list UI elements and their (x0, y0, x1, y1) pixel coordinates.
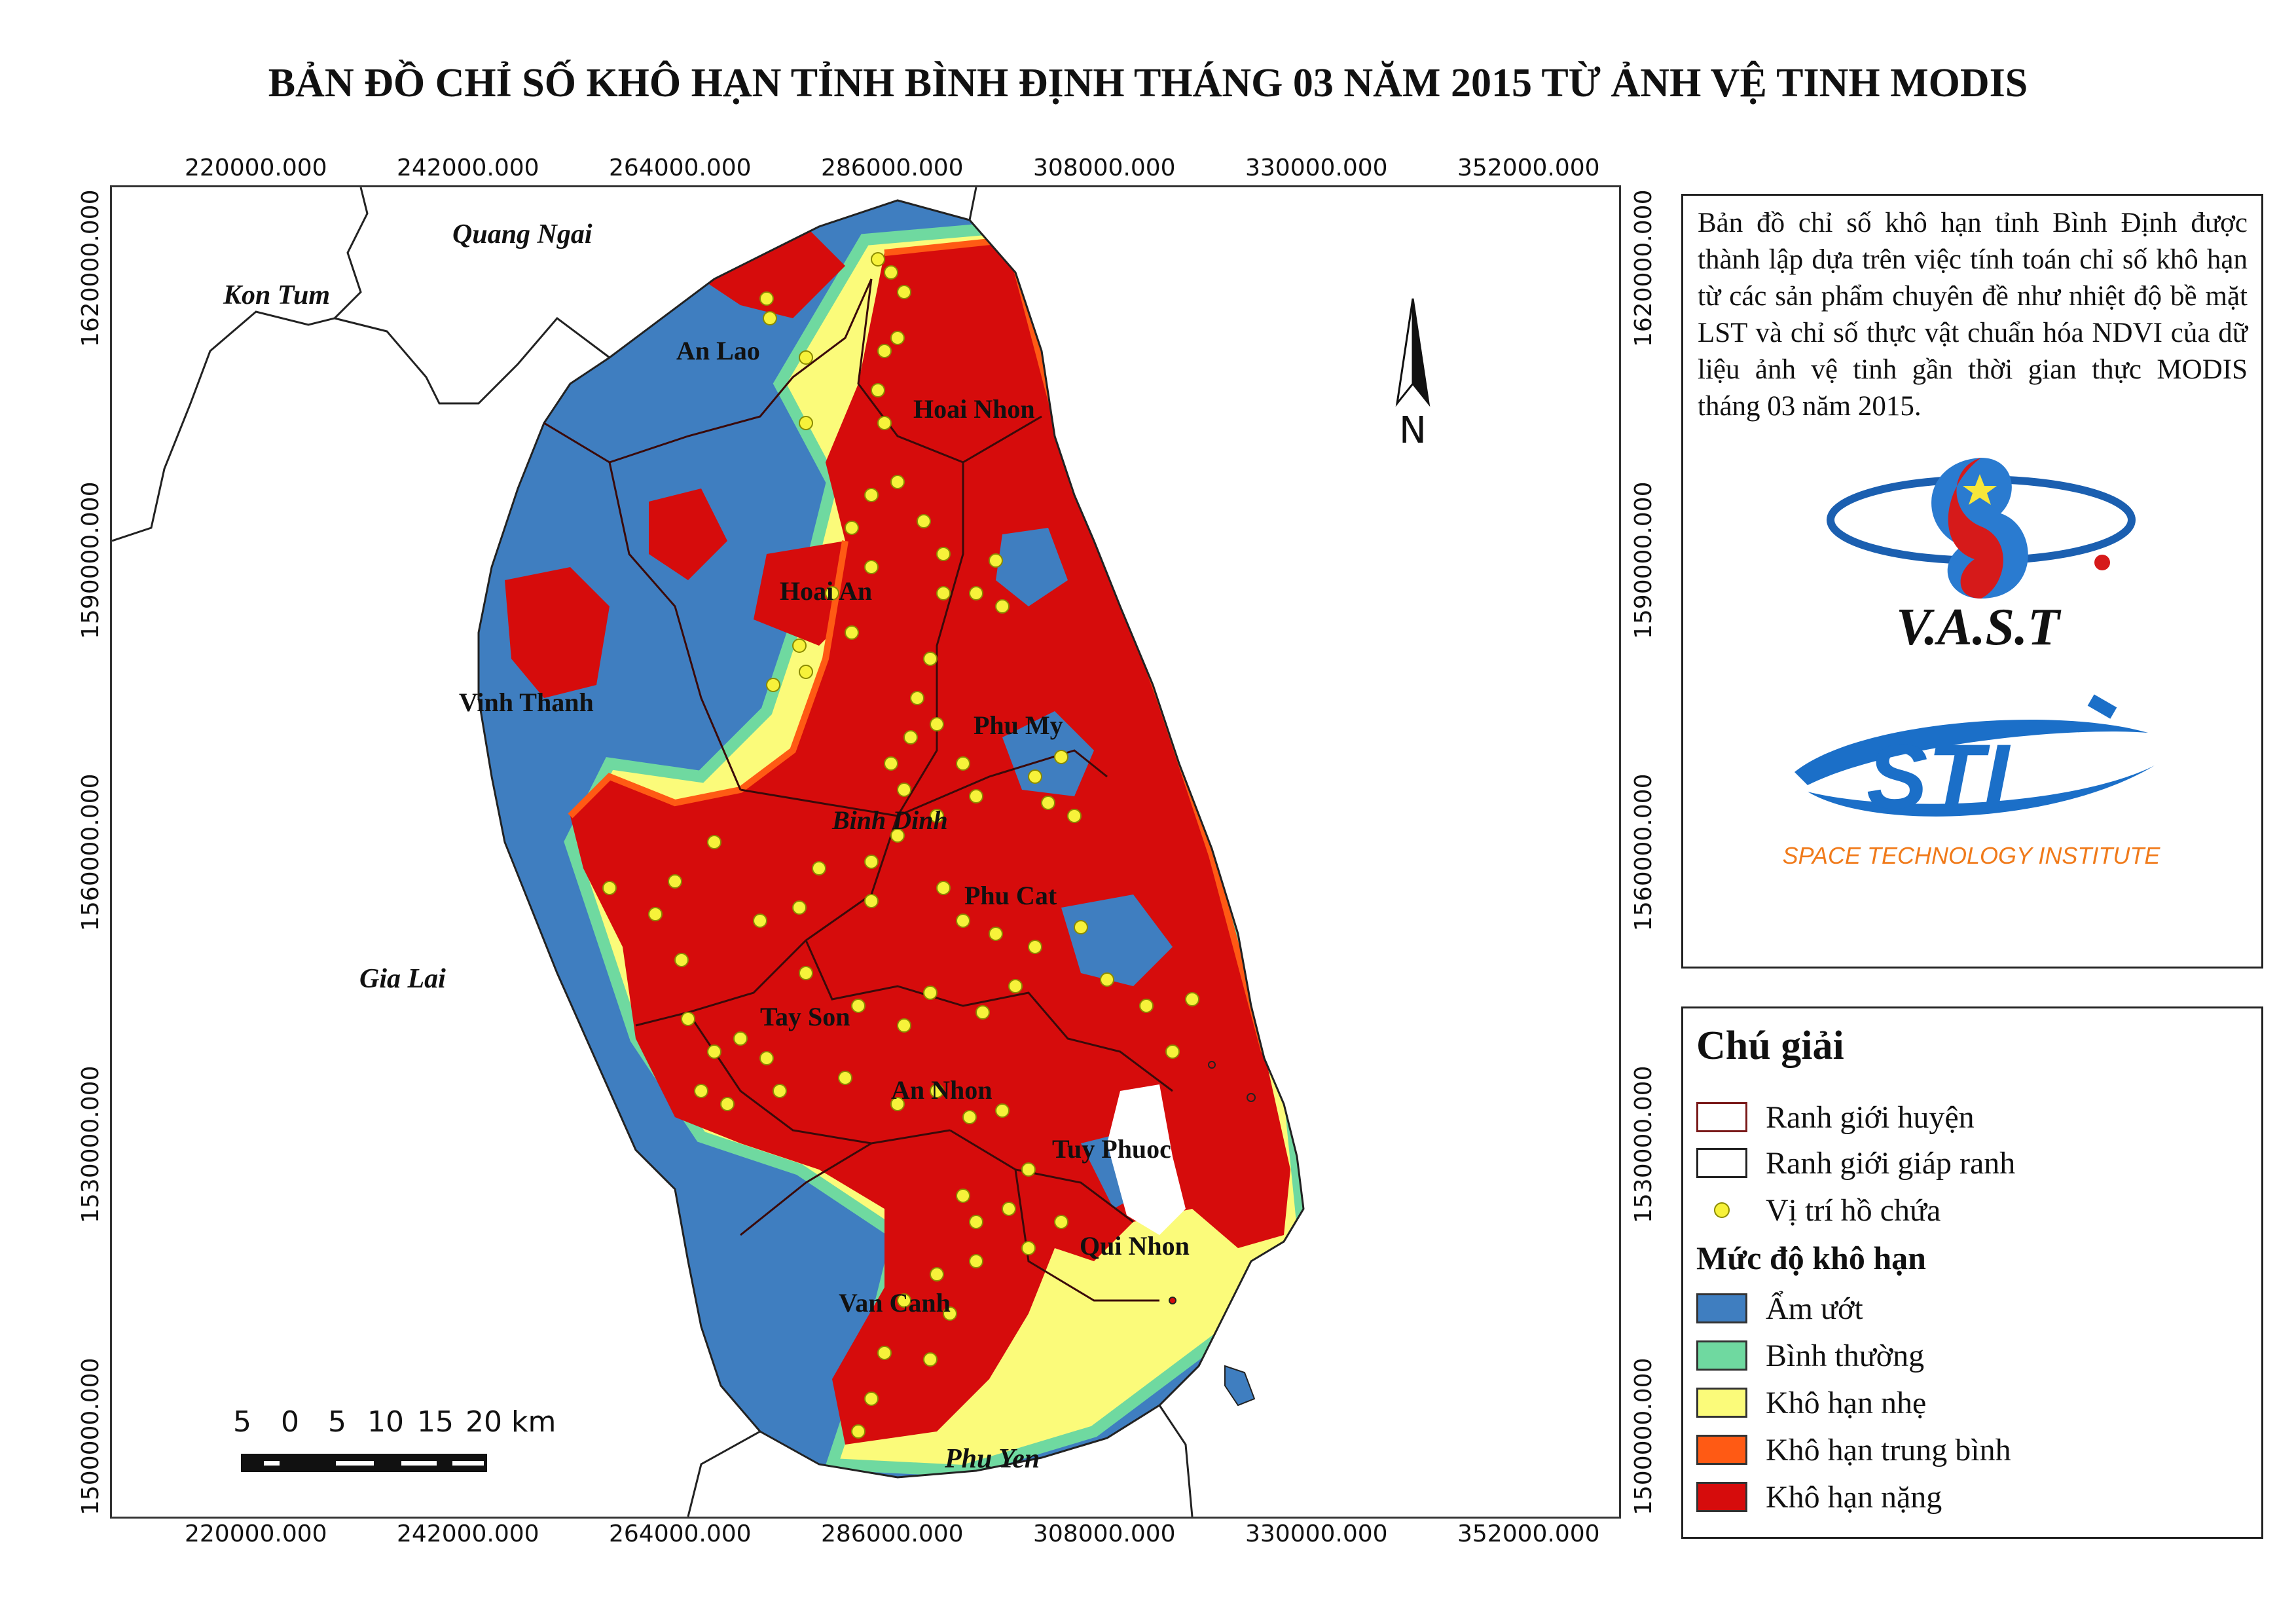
label-hoai-an: Hoai An (780, 576, 872, 606)
y-tick-right-2: 1590000.000 (1630, 481, 1657, 640)
x-tick-top-1: 220000.000 (185, 155, 327, 181)
x-tick-bottom-1: 220000.000 (185, 1521, 327, 1547)
x-tick-top-4: 286000.000 (821, 155, 964, 181)
vast-logo: V.A.S.T (1827, 458, 2136, 651)
x-tick-bottom-5: 308000.000 (1033, 1521, 1176, 1547)
no-data-patch (1107, 1084, 1186, 1235)
reservoir-points (602, 252, 1199, 1439)
y-tick-right-5: 1500000.000 (1630, 1357, 1657, 1516)
y-tick-right-4: 1530000.000 (1630, 1065, 1657, 1224)
label-tuy-phuoc: Tuy Phuoc (1052, 1134, 1171, 1164)
x-tick-top-6: 330000.000 (1245, 155, 1388, 181)
y-tick-left-2: 1590000.000 (77, 481, 104, 640)
district-boundaries (543, 278, 1173, 1302)
sti-logo: STI SPACE TECHNOLOGY INSTITUTE (1783, 694, 2161, 869)
scale-label-1: 5 (233, 1405, 251, 1439)
scale-label-3: 5 (328, 1405, 346, 1439)
y-tick-left-1: 1620000.000 (77, 189, 104, 348)
district-boundary-swatch (1696, 1102, 1747, 1132)
scale-bar: 5 0 5 10 15 20 km (233, 1405, 556, 1472)
y-tick-left-4: 1530000.000 (77, 1065, 104, 1224)
x-tick-bottom-7: 352000.000 (1457, 1521, 1600, 1547)
label-phu-yen: Phu Yen (944, 1444, 1040, 1474)
moderate-swatch (1696, 1435, 1747, 1465)
legend-label: Bình thường (1766, 1338, 1925, 1373)
severe-swatch (1696, 1482, 1747, 1512)
label-phu-my: Phu My (974, 710, 1063, 740)
legend-label: Vị trí hồ chứa (1766, 1192, 1941, 1228)
legend-item-reservoir: Vị trí hồ chứa (1696, 1192, 1941, 1228)
north-label: N (1399, 409, 1427, 452)
vast-logo-text: V.A.S.T (1896, 599, 2062, 651)
label-hoai-nhon: Hoai Nhon (913, 394, 1035, 424)
scale-label-2: 0 (281, 1405, 299, 1439)
description-panel: Bản đồ chỉ số khô hạn tỉnh Bình Định đượ… (1681, 194, 2263, 969)
north-arrow: N (1395, 298, 1430, 452)
y-tick-left-3: 1560000.000 (77, 773, 104, 932)
label-binh-dinh: Binh Dinh (831, 805, 948, 835)
legend-item-severe: Khô hạn nặng (1696, 1479, 1942, 1515)
label-kon-tum: Kon Tum (223, 280, 330, 310)
legend-item-wet: Ẩm ướt (1696, 1290, 1863, 1327)
sti-logo-text: STI (1867, 725, 2011, 828)
legend-item-normal: Bình thường (1696, 1337, 1924, 1374)
sti-subtitle: SPACE TECHNOLOGY INSTITUTE (1783, 842, 2161, 869)
legend-panel: Chú giải Ranh giới huyện Ranh giới giáp … (1681, 1006, 2263, 1539)
map-title: BẢN ĐỒ CHỈ SỐ KHÔ HẠN TỈNH BÌNH ĐỊNH THÁ… (268, 61, 2028, 105)
wet-swatch (1696, 1293, 1747, 1323)
legend-item-adjacent-boundary: Ranh giới giáp ranh (1696, 1145, 2015, 1181)
x-tick-top-2: 242000.000 (397, 155, 539, 181)
legend-label: Khô hạn nhẹ (1766, 1385, 1927, 1420)
legend-label: Ranh giới huyện (1766, 1099, 1975, 1135)
map-frame: Quang Ngai Kon Tum Gia Lai Phu Yen An La… (110, 185, 1621, 1519)
legend-label: Khô hạn nặng (1766, 1479, 1942, 1515)
map-canvas: Quang Ngai Kon Tum Gia Lai Phu Yen An La… (112, 187, 1430, 1517)
label-gia-lai: Gia Lai (359, 964, 446, 994)
x-tick-bottom-6: 330000.000 (1245, 1521, 1388, 1547)
neighbor-boundaries (112, 187, 1194, 1517)
label-qui-nhon: Qui Nhon (1080, 1231, 1190, 1261)
scale-label-6: 20 km (465, 1405, 556, 1439)
x-tick-top-7: 352000.000 (1457, 155, 1600, 181)
normal-swatch (1696, 1340, 1747, 1371)
reservoir-swatch (1696, 1195, 1747, 1225)
x-tick-top-3: 264000.000 (609, 155, 752, 181)
label-vinh-thanh: Vinh Thanh (459, 688, 594, 717)
legend-drought-title: Mức độ khô hạn (1696, 1240, 1926, 1276)
label-an-nhon: An Nhon (891, 1075, 993, 1105)
x-tick-top-5: 308000.000 (1033, 155, 1176, 181)
label-van-canh: Van Canh (839, 1288, 951, 1318)
legend-title: Chú giải (1696, 1024, 1844, 1068)
mild-swatch (1696, 1388, 1747, 1418)
x-tick-bottom-3: 264000.000 (609, 1521, 752, 1547)
label-phu-cat: Phu Cat (964, 881, 1057, 910)
legend-item-district-boundary: Ranh giới huyện (1696, 1099, 1975, 1135)
adjacent-boundary-swatch (1696, 1148, 1747, 1178)
scale-label-4: 10 (367, 1405, 404, 1439)
legend-item-moderate: Khô hạn trung bình (1696, 1431, 2011, 1468)
scale-label-5: 15 (417, 1405, 454, 1439)
legend-item-mild: Khô hạn nhẹ (1696, 1384, 1926, 1421)
label-tay-son: Tay Son (760, 1002, 850, 1031)
x-tick-bottom-4: 286000.000 (821, 1521, 964, 1547)
description-text: Bản đồ chỉ số khô hạn tỉnh Bình Định đượ… (1698, 208, 2248, 422)
islands (1169, 1061, 1256, 1407)
legend-label: Ranh giới giáp ranh (1766, 1145, 2016, 1181)
x-tick-bottom-2: 242000.000 (397, 1521, 539, 1547)
y-tick-right-1: 1620000.000 (1630, 189, 1657, 348)
label-quang-ngai: Quang Ngai (452, 219, 592, 249)
y-tick-right-3: 1560000.000 (1630, 773, 1657, 932)
legend-label: Ẩm ướt (1766, 1291, 1863, 1326)
legend-label: Khô hạn trung bình (1766, 1432, 2011, 1467)
label-an-lao: An Lao (676, 336, 760, 365)
y-tick-left-5: 1500000.000 (77, 1357, 104, 1516)
